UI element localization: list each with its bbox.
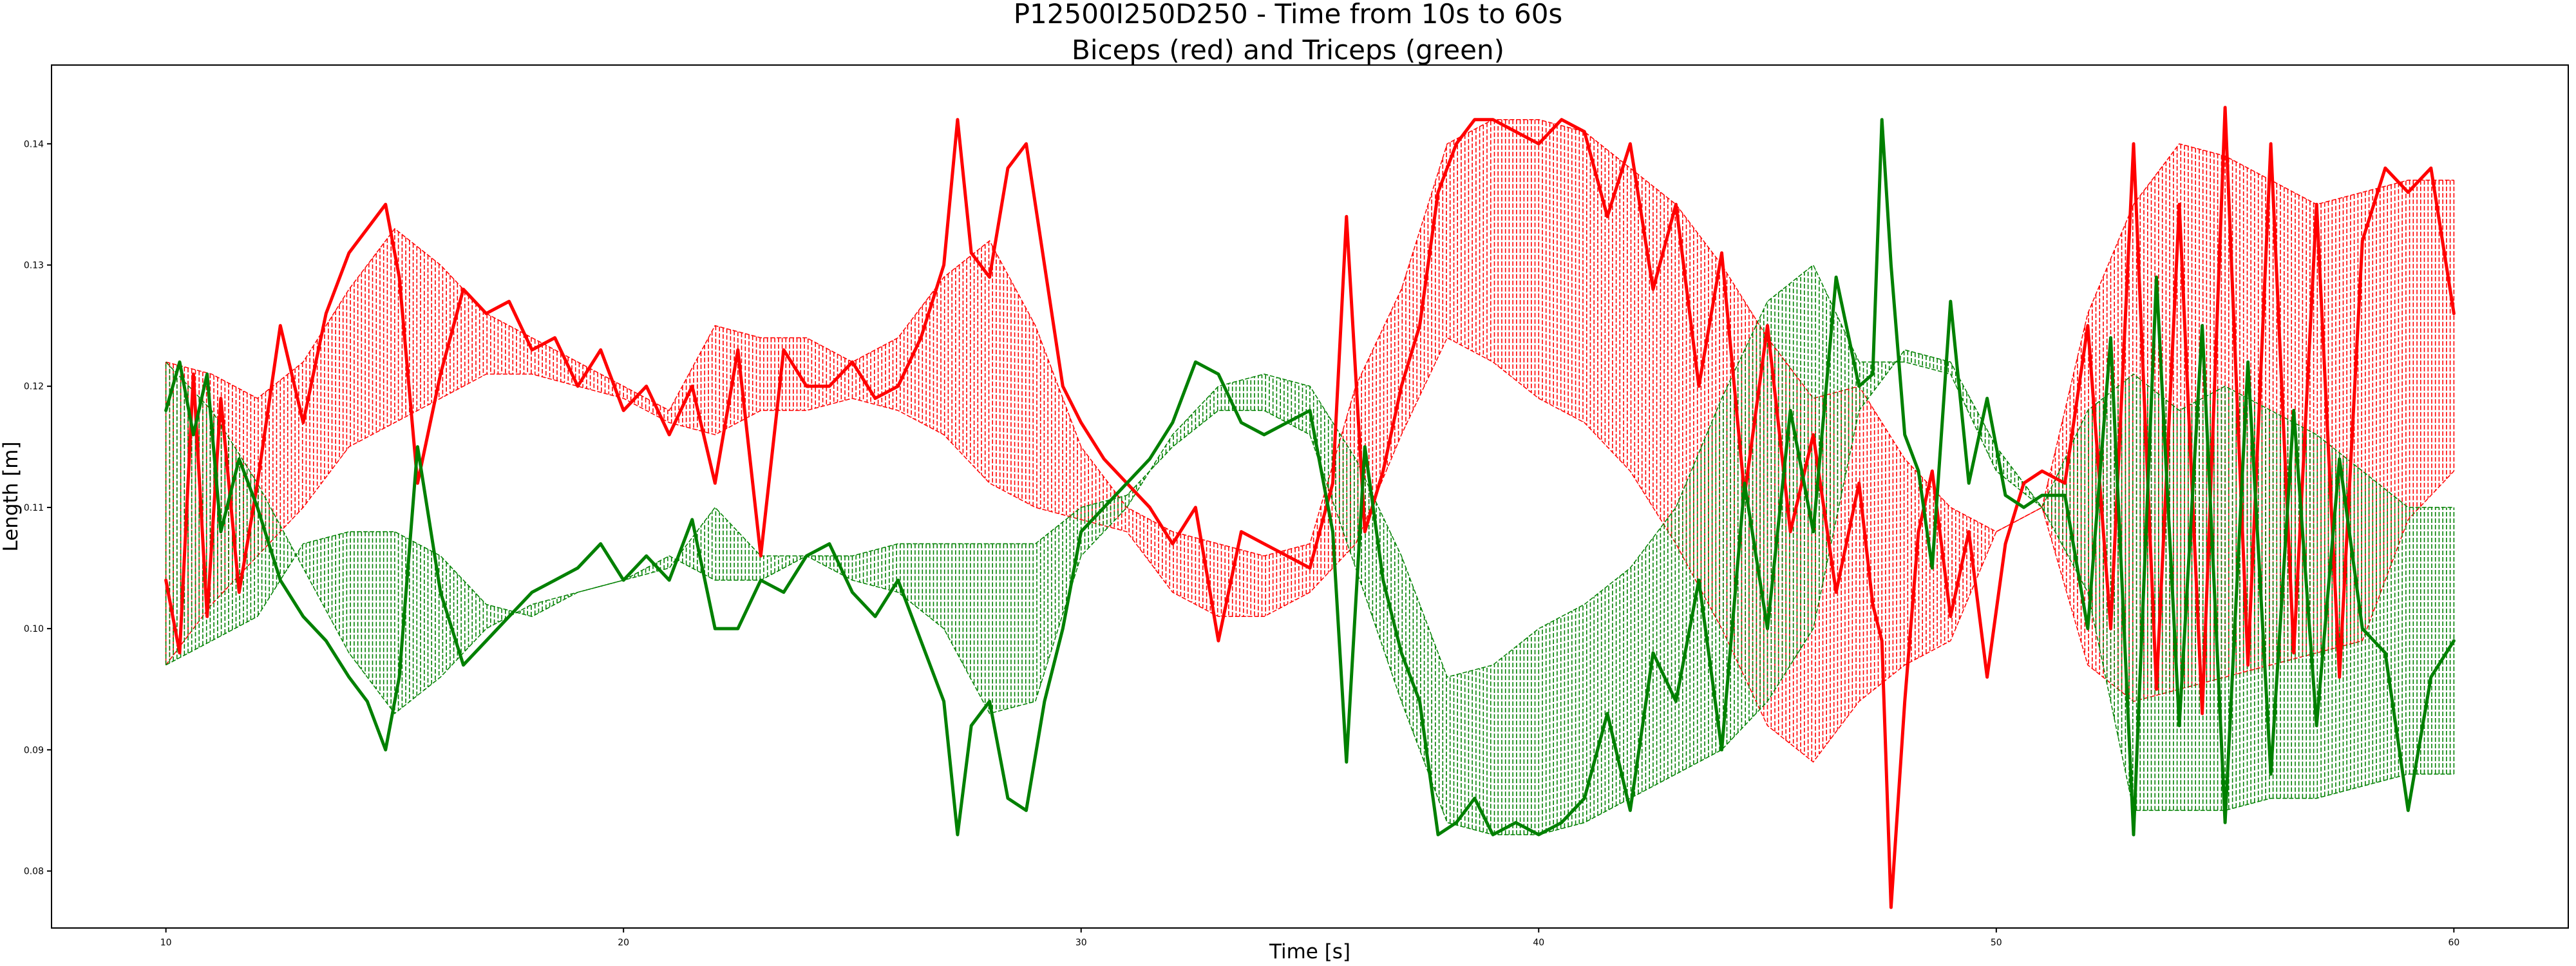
x-axis-ticks: 10 20 30 40 50 60 <box>160 928 2459 948</box>
y-tick-label: 0.10 <box>24 624 44 634</box>
biceps-line <box>164 106 2456 909</box>
y-tick-label: 0.12 <box>24 382 44 392</box>
y-tick-label: 0.14 <box>24 139 44 149</box>
x-axis-label: Time [s] <box>1269 940 1350 963</box>
y-tick-label: 0.13 <box>24 261 44 271</box>
y-tick-label: 0.11 <box>24 503 44 513</box>
x-tick-label: 10 <box>160 938 172 948</box>
axes-frame <box>51 64 2569 929</box>
x-tick-label: 50 <box>1991 938 2002 948</box>
dashed-upper-edge <box>166 349 2454 835</box>
y-tick-label: 0.09 <box>24 745 44 755</box>
x-tick-label: 40 <box>1533 938 1544 948</box>
dashed-lower-edge <box>166 337 2454 763</box>
chart-subtitle: Biceps (red) and Triceps (green) <box>1072 34 1504 66</box>
chart-title: P12500I250D250 - Time from 10s to 60s <box>1014 0 1563 30</box>
plot-layer <box>164 106 2456 909</box>
dashed-upper-edge <box>166 118 2454 556</box>
dashed-lower-edge <box>166 264 2454 714</box>
triceps-line <box>164 118 2456 837</box>
x-tick-label: 30 <box>1075 938 1087 948</box>
x-tick-label: 60 <box>2448 938 2459 948</box>
x-tick-label: 20 <box>618 938 629 948</box>
y-axis-label: Length [m] <box>0 441 23 551</box>
y-axis-ticks: 0.08 0.09 0.10 0.11 0.12 0.13 0.14 <box>24 139 52 877</box>
y-tick-label: 0.08 <box>24 867 44 877</box>
